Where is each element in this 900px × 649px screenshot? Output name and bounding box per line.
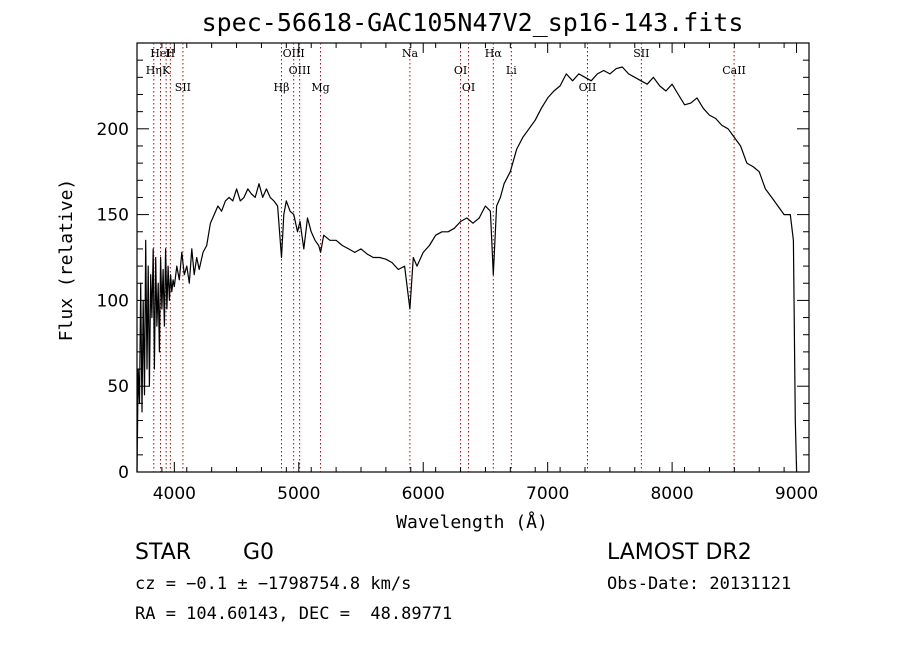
y-tick-label: 100 bbox=[97, 291, 129, 311]
obs-date: Obs-Date: 20131121 bbox=[607, 574, 792, 594]
line-marker-label: OIII bbox=[283, 47, 305, 60]
line-marker-label: Na bbox=[402, 47, 419, 60]
chart-title: spec-56618-GAC105N47V2_sp16-143.fits bbox=[201, 8, 744, 37]
x-tick-label: 8000 bbox=[650, 484, 693, 504]
x-tick-label: 6000 bbox=[402, 484, 445, 504]
y-tick-label: 200 bbox=[97, 120, 129, 140]
spectral-line-labels: HeIHηSIIHKHβOIIIOIIIMgNaOIOIHαLiOIISIICa… bbox=[146, 47, 746, 94]
coordinates-text: RA = 104.60143, DEC = 48.89771 bbox=[135, 604, 453, 624]
line-marker-label: Hα bbox=[485, 47, 503, 60]
line-marker-label: K bbox=[162, 64, 171, 77]
line-marker-label: Mg bbox=[311, 81, 329, 94]
object-class: STAR bbox=[135, 540, 192, 565]
line-marker-label: OIII bbox=[289, 64, 311, 77]
line-marker-label: OII bbox=[579, 81, 597, 94]
plot-frame bbox=[136, 42, 810, 473]
line-marker-label: SII bbox=[633, 47, 649, 60]
y-tick-label: 50 bbox=[107, 377, 129, 397]
x-axis-label: Wavelength (Å) bbox=[396, 511, 548, 533]
object-subclass: G0 bbox=[243, 540, 275, 565]
x-tick-label: 7000 bbox=[526, 484, 569, 504]
survey-label: LAMOST DR2 bbox=[607, 540, 752, 565]
y-tick-label: 0 bbox=[118, 463, 129, 483]
y-tick-label: 150 bbox=[97, 206, 129, 226]
redshift-text: cz = −0.1 ± −1798754.8 km/s bbox=[135, 574, 412, 594]
line-marker-label: OI bbox=[462, 81, 475, 94]
series-layer bbox=[136, 66, 798, 473]
line-marker-label: Hβ bbox=[274, 81, 290, 94]
y-axis-label: Flux (relative) bbox=[56, 179, 77, 342]
y-axis: 0 50 100 150 200 bbox=[97, 59, 809, 483]
x-tick-label: 5000 bbox=[277, 484, 320, 504]
line-marker-label: OI bbox=[454, 64, 467, 77]
line-marker-label: SII bbox=[175, 81, 191, 94]
x-axis: 4000 5000 6000 7000 8000 9000 bbox=[136, 43, 818, 504]
line-marker-label: Li bbox=[506, 64, 517, 77]
line-marker-label: CaII bbox=[722, 64, 746, 77]
line-marker-label: HeI bbox=[150, 47, 170, 60]
spectrum-series bbox=[136, 66, 798, 473]
line-marker-label: H bbox=[166, 47, 176, 60]
x-tick-label: 4000 bbox=[153, 484, 196, 504]
spectral-line-markers bbox=[153, 43, 735, 472]
x-tick-label: 9000 bbox=[775, 484, 818, 504]
line-marker-label: Hη bbox=[146, 64, 162, 77]
